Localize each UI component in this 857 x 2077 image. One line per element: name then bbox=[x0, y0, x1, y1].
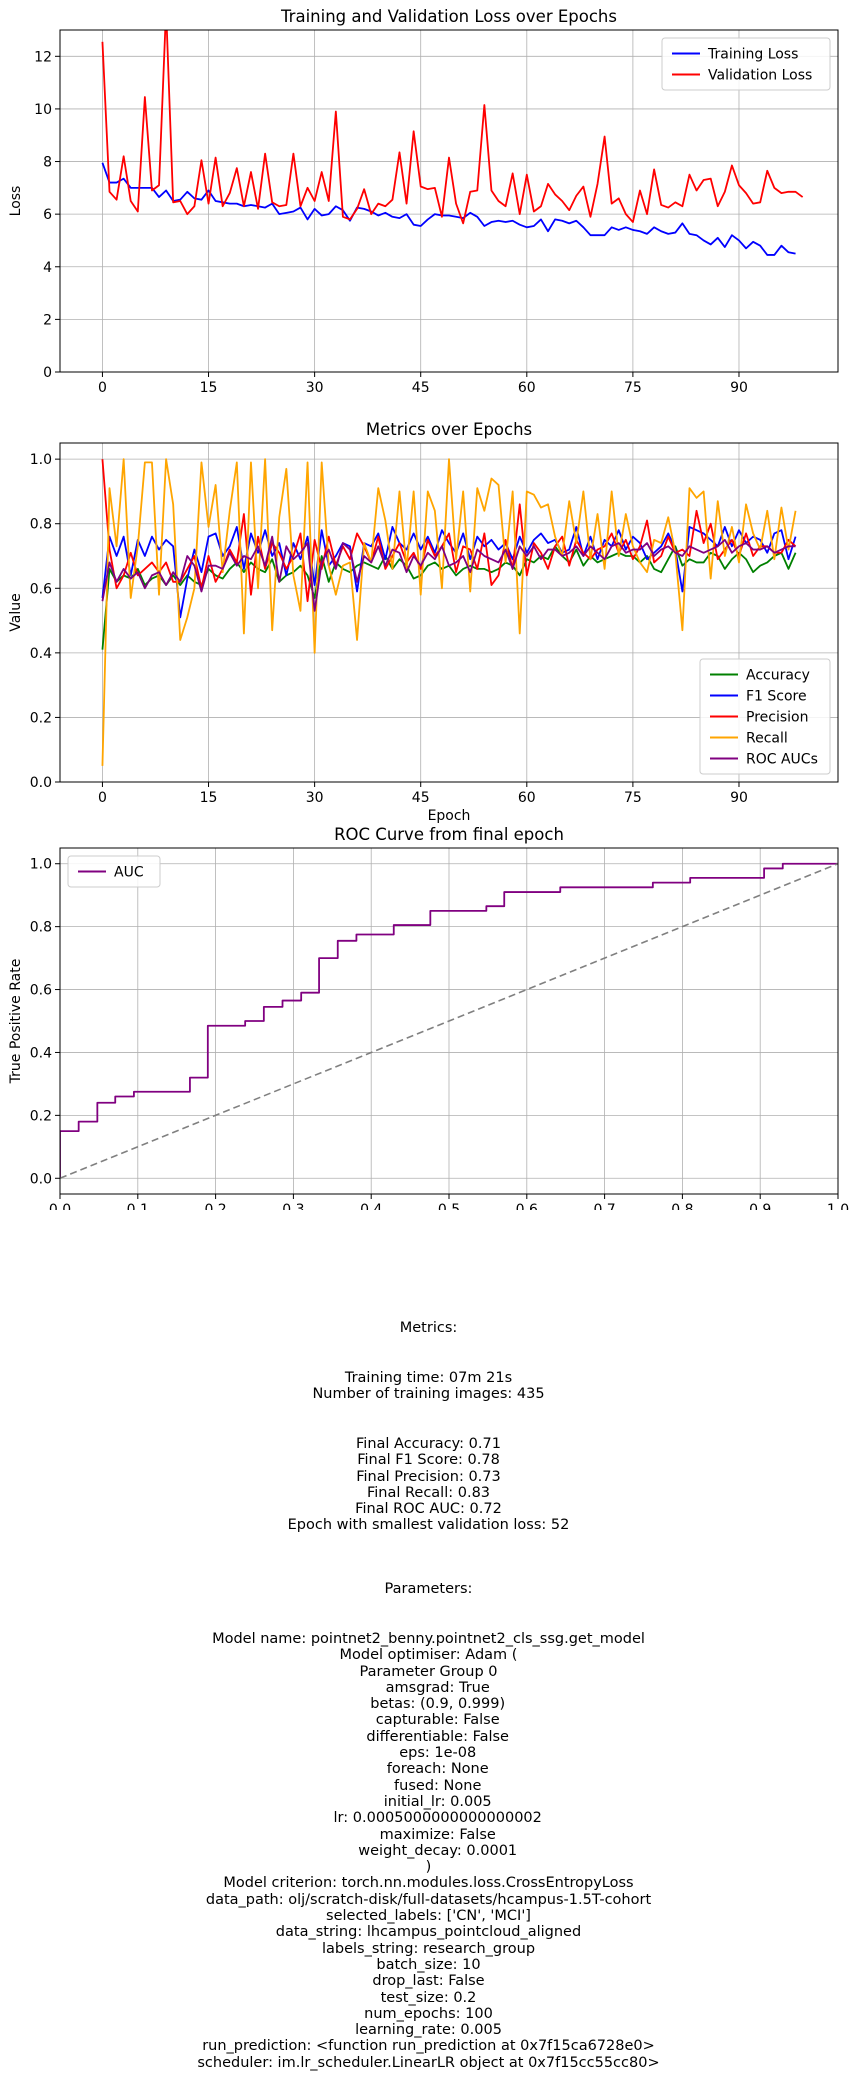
y-tick-label: 4 bbox=[43, 260, 52, 276]
x-tick-label: 0.3 bbox=[282, 1202, 304, 1210]
y-axis-label: Value bbox=[8, 593, 24, 631]
x-tick-label: 15 bbox=[200, 380, 218, 396]
x-tick-label: 0 bbox=[98, 790, 107, 806]
final-metrics: Final Accuracy: 0.71 Final F1 Score: 0.7… bbox=[287, 1436, 570, 1534]
legend-box bbox=[67, 855, 161, 888]
x-tick-label: 1.0 bbox=[827, 1202, 849, 1210]
x-axis-label: Epoch bbox=[428, 808, 471, 824]
x-tick-label: 0.1 bbox=[127, 1202, 149, 1210]
x-tick-label: 0.5 bbox=[438, 1202, 460, 1210]
axes-frame bbox=[59, 442, 839, 783]
y-tick-label: 1.0 bbox=[30, 452, 52, 468]
training-report-figure: 0 15 30 45 60 75 90 0 2 4 6 8 10 12 Training and Valid… bbox=[8, 7, 849, 1210]
legend: AUC bbox=[67, 855, 161, 888]
legend-box bbox=[661, 37, 831, 91]
training-loss-line bbox=[101, 162, 796, 256]
x-tick-label: 0.0 bbox=[49, 1202, 71, 1210]
y-tick-label: 0.2 bbox=[30, 1108, 52, 1124]
y-tick-label: 0.8 bbox=[30, 920, 52, 936]
f1-score-line bbox=[101, 526, 797, 619]
chart-title: Metrics over Epochs bbox=[366, 420, 532, 439]
plot-area bbox=[101, 458, 797, 766]
y-tick-label: 0.4 bbox=[30, 1045, 52, 1061]
metrics-heading: Metrics: bbox=[399, 1320, 458, 1336]
legend-label: Training Loss bbox=[707, 47, 798, 63]
training-summary: Training time: 07m 21s Number of trainin… bbox=[312, 1370, 545, 1403]
x-tick-label: 15 bbox=[200, 790, 218, 806]
y-tick-label: 8 bbox=[43, 155, 52, 171]
x-tick-label: 30 bbox=[306, 790, 324, 806]
legend: Accuracy F1 Score Precision Recall ROC AUCs bbox=[699, 658, 831, 775]
x-tick-label: 30 bbox=[306, 380, 324, 396]
legend-label: Recall bbox=[746, 731, 788, 747]
y-tick-label: 0.0 bbox=[30, 1171, 52, 1187]
chart-1: 0 15 30 45 60 75 90 0 2 4 6 8 10 12 Training and Valid… bbox=[8, 7, 839, 396]
x-tick-label: 0.2 bbox=[204, 1202, 226, 1210]
x-tick-label: 0.4 bbox=[360, 1202, 382, 1210]
x-tick-label: 60 bbox=[518, 380, 536, 396]
chart-2: 0 15 30 45 60 75 90 0.0 0.2 0.4 0.6 0.8 1.0 Metrics o… bbox=[8, 420, 839, 824]
y-tick-label: 12 bbox=[34, 49, 52, 65]
x-tick-label: 75 bbox=[624, 790, 642, 806]
x-tick-label: 0.9 bbox=[749, 1202, 771, 1210]
legend-box bbox=[699, 658, 831, 775]
axes-frame bbox=[59, 29, 839, 373]
legend-label: Validation Loss bbox=[708, 68, 812, 84]
chart-3: 0.0 0.1 0.2 0.3 0.4 0.5 0.6 0.7 0.8 0.9 1.0 0.0 0.2 0… bbox=[8, 825, 849, 1210]
parameter-list: Model name: pointnet2_benny.pointnet2_cl… bbox=[197, 1631, 660, 2071]
x-tick-label: 0.7 bbox=[593, 1202, 615, 1210]
y-tick-label: 0.4 bbox=[30, 646, 52, 662]
chart-title: ROC Curve from final epoch bbox=[334, 825, 564, 844]
x-tick-label: 60 bbox=[518, 790, 536, 806]
auc-line bbox=[60, 862, 838, 1179]
x-tick-label: 0.6 bbox=[516, 1202, 538, 1210]
y-axis-label: Loss bbox=[8, 186, 24, 217]
chart-title: Training and Validation Loss over Epochs bbox=[280, 7, 617, 26]
diagonal-reference-line bbox=[60, 862, 838, 1180]
y-tick-label: 6 bbox=[43, 207, 52, 223]
x-tick-label: 45 bbox=[412, 790, 430, 806]
y-tick-label: 0 bbox=[43, 365, 52, 381]
x-tick-label: 90 bbox=[730, 380, 748, 396]
y-axis-label: True Positive Rate bbox=[8, 959, 24, 1085]
y-tick-label: 0.6 bbox=[30, 581, 52, 597]
y-tick-label: 0.6 bbox=[30, 983, 52, 999]
y-tick-label: 1.0 bbox=[30, 857, 52, 873]
x-tick-label: 0.8 bbox=[671, 1202, 693, 1210]
legend-label: F1 Score bbox=[746, 689, 807, 705]
legend-label: AUC bbox=[114, 865, 144, 881]
y-tick-label: 0.8 bbox=[30, 517, 52, 533]
y-tick-label: 0.2 bbox=[30, 710, 52, 726]
plot-area bbox=[101, 30, 804, 256]
legend: Training Loss Validation Loss bbox=[661, 37, 831, 91]
x-tick-label: 90 bbox=[730, 790, 748, 806]
y-tick-label: 0.0 bbox=[30, 775, 52, 791]
legend-label: Precision bbox=[746, 710, 808, 726]
x-tick-label: 75 bbox=[624, 380, 642, 396]
legend-label: ROC AUCs bbox=[746, 752, 818, 768]
y-tick-label: 10 bbox=[34, 102, 52, 118]
recall-line bbox=[101, 458, 797, 766]
roc-aucs-line bbox=[101, 535, 796, 612]
x-tick-label: 45 bbox=[412, 380, 430, 396]
y-tick-label: 2 bbox=[43, 312, 52, 328]
validation-loss-line bbox=[101, 30, 804, 225]
legend-label: Accuracy bbox=[746, 668, 810, 684]
plot-area bbox=[60, 862, 838, 1180]
x-tick-label: 0 bbox=[98, 380, 107, 396]
precision-line bbox=[101, 459, 797, 603]
parameters-heading: Parameters: bbox=[384, 1581, 473, 1597]
